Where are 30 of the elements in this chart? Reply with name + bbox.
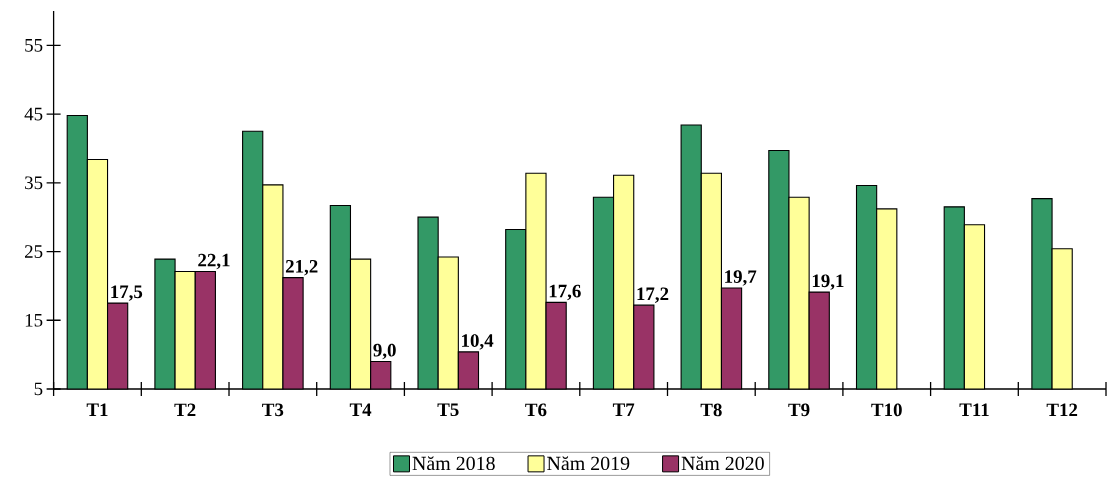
data-label: 19,1: [812, 274, 844, 290]
x-tick-label: T10: [871, 403, 902, 417]
legend-label: Năm 2020: [681, 456, 764, 471]
y-tick-label: 25: [24, 245, 43, 258]
y-tick-label: 45: [24, 107, 43, 121]
legend-label: Năm 2018: [412, 456, 495, 471]
y-tick-label: 35: [25, 176, 43, 190]
data-label: 21,2: [285, 259, 318, 276]
x-tick-label: T2: [174, 403, 196, 417]
x-tick-label: T11: [959, 403, 989, 416]
data-label: 22,1: [198, 253, 230, 270]
data-label: 9,0: [373, 343, 396, 360]
x-tick-label: T1: [86, 403, 108, 416]
data-label: 19,7: [725, 270, 757, 286]
data-label: 17,6: [549, 284, 581, 301]
x-tick-label: T3: [262, 403, 284, 417]
data-label: 10,4: [462, 334, 494, 350]
x-tick-label: T6: [525, 403, 547, 417]
data-label: 17,2: [637, 287, 669, 303]
y-tick-label: 55: [25, 39, 43, 52]
y-tick-label: 5: [34, 382, 43, 396]
x-tick-label: T4: [349, 403, 372, 416]
legend-label: Năm 2019: [547, 456, 630, 471]
x-tick-label: T5: [437, 403, 459, 417]
x-tick-label: T9: [788, 403, 810, 417]
y-tick-label: 15: [25, 313, 43, 327]
x-tick-label: T12: [1046, 403, 1078, 417]
data-label: 17,5: [111, 285, 143, 301]
x-tick-label: T7: [612, 403, 635, 416]
x-tick-label: T8: [700, 403, 722, 417]
